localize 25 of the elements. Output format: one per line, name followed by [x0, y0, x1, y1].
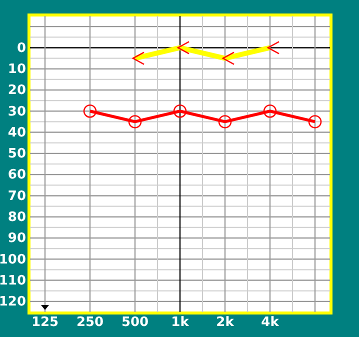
- y-tick-label: 20: [8, 83, 26, 98]
- x-tick-label: 125: [31, 315, 59, 330]
- y-tick-label: 110: [0, 273, 26, 288]
- point: [263, 104, 277, 118]
- y-tick-label: 10: [8, 62, 26, 78]
- x-tick-label: 1k: [171, 315, 190, 330]
- point: [128, 115, 142, 128]
- point: [173, 104, 187, 118]
- y-tick-label: 0: [16, 40, 26, 56]
- y-tick-label: 100: [0, 252, 26, 268]
- point: [83, 104, 97, 118]
- y-tick-label: 90: [8, 231, 26, 246]
- y-tick-label: 120: [0, 294, 26, 310]
- y-tick-label: 40: [8, 125, 26, 140]
- y-tick-label: 50: [8, 146, 26, 162]
- x-tick-label: 500: [121, 315, 149, 330]
- point: [308, 115, 322, 128]
- y-tick-label: 80: [8, 210, 26, 226]
- y-tick-label: 60: [8, 168, 26, 183]
- x-tick-label: 4k: [261, 315, 280, 330]
- x-tick-label: 250: [76, 315, 104, 330]
- point: [218, 115, 232, 128]
- x-tick-label: 2k: [216, 315, 234, 330]
- y-tick-label: 30: [8, 104, 26, 120]
- y-tick-label: 70: [8, 188, 26, 204]
